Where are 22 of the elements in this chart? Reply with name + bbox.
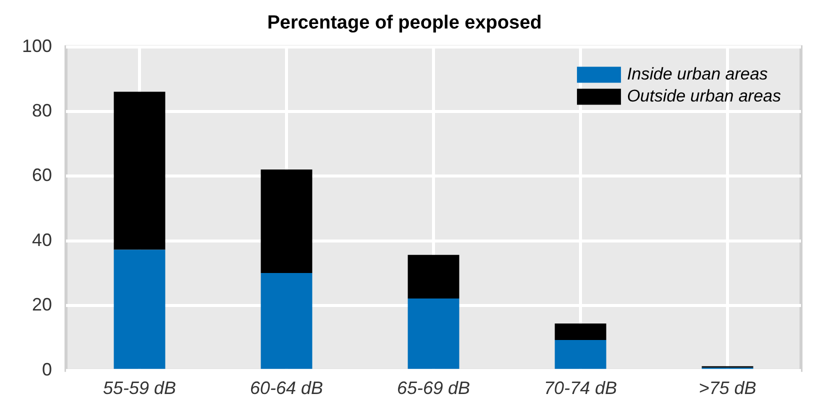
y-tick-label: 20 (32, 294, 52, 315)
bar (114, 250, 166, 369)
x-tick-label: 70-74 dB (544, 378, 618, 398)
bar (408, 298, 460, 369)
x-tick-label: >75 dB (698, 378, 756, 398)
bar (554, 340, 606, 369)
x-tick-label: 55-59 dB (103, 378, 176, 398)
y-tick-label: 100 (22, 36, 52, 56)
bar (114, 92, 166, 250)
legend-label: Inside urban areas (626, 64, 768, 84)
x-tick-label: 65-69 dB (396, 378, 470, 398)
y-tick-label: 0 (42, 359, 52, 380)
y-tick-label: 40 (32, 230, 52, 250)
legend-label: Outside urban areas (626, 86, 782, 106)
y-tick-label: 80 (32, 100, 52, 120)
chart-title: Percentage of people exposed (267, 12, 542, 34)
x-tick-label: 60-64 dB (250, 378, 324, 398)
bar (260, 169, 312, 273)
bar (554, 323, 606, 340)
y-tick-label: 60 (32, 165, 52, 186)
bar (408, 254, 460, 299)
bar (260, 272, 312, 369)
